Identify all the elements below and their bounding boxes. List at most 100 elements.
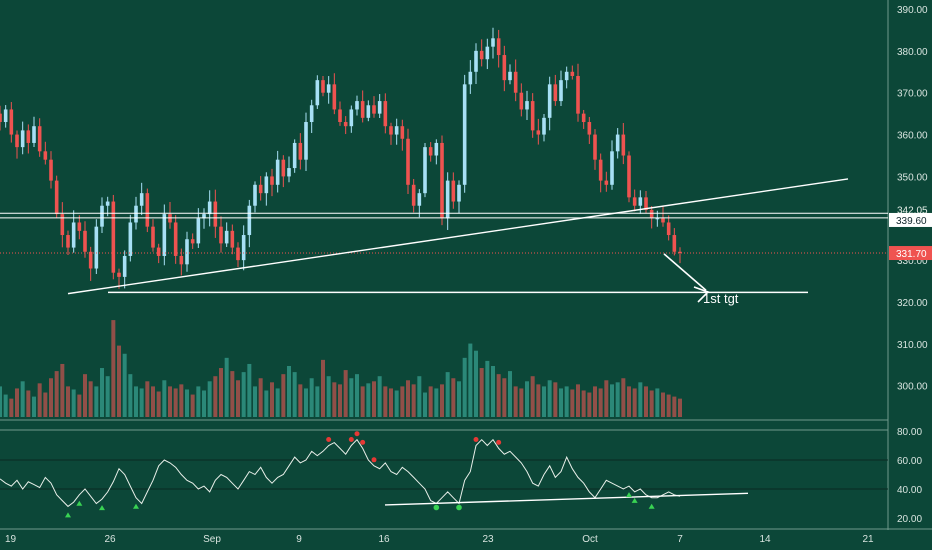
- drawing-overlays: [0, 178, 888, 303]
- candle-body: [15, 134, 19, 148]
- volume-bar: [298, 384, 303, 417]
- time-tick-label: 23: [482, 534, 494, 545]
- target-arrowhead: [693, 286, 710, 303]
- volume-bar: [389, 388, 393, 417]
- candle-body: [372, 105, 376, 114]
- candle-body: [593, 134, 597, 160]
- candle-body: [241, 235, 246, 261]
- candle-body: [491, 38, 495, 47]
- volume-bar: [111, 320, 116, 417]
- volume-bar: [496, 374, 501, 417]
- candle-body: [270, 176, 274, 185]
- candle-body: [389, 126, 393, 135]
- volume-bar: [196, 386, 201, 417]
- volume-bar: [20, 381, 25, 417]
- candle-body: [71, 222, 76, 248]
- volume-bar: [434, 388, 439, 417]
- volume-bar: [559, 388, 563, 417]
- volume-bar: [377, 376, 382, 417]
- buy-signal-triangle: [626, 492, 632, 498]
- candle-body: [508, 71, 512, 81]
- buy-signal-dot: [433, 504, 440, 511]
- volume-bar: [411, 384, 416, 417]
- candle-body: [343, 122, 348, 127]
- volume-bar: [672, 396, 677, 417]
- candle-body: [304, 122, 308, 160]
- candle-body: [105, 201, 110, 206]
- volume-bar: [281, 374, 286, 417]
- volume-bar: [60, 363, 65, 417]
- volume-bar: [570, 389, 575, 417]
- volume-bar: [525, 381, 529, 417]
- rising-trendline: [67, 178, 849, 295]
- candle-body: [3, 109, 8, 123]
- candle-body: [604, 180, 609, 185]
- candle-body: [355, 101, 359, 110]
- volume-bar: [3, 394, 8, 417]
- candle-body: [66, 235, 70, 248]
- candle-body: [287, 168, 291, 177]
- volume-bar: [394, 390, 399, 417]
- time-tick-label: Sep: [203, 534, 221, 545]
- candle-body: [338, 109, 342, 123]
- time-tick-label: 19: [5, 534, 17, 545]
- volume-bar: [479, 368, 484, 417]
- candle-body: [394, 126, 399, 135]
- volume-bar: [26, 390, 31, 417]
- candle-body: [434, 142, 439, 156]
- volume-bar: [185, 389, 189, 417]
- candle-body: [309, 105, 314, 123]
- time-tick-label: 16: [378, 534, 390, 545]
- volume-bar: [253, 386, 257, 417]
- volume-bar: [400, 386, 405, 417]
- volume-bar: [457, 381, 461, 417]
- sell-signal-dot: [496, 439, 502, 445]
- candle-body: [513, 71, 518, 93]
- volume-bar: [168, 386, 172, 417]
- time-tick-label: 7: [677, 534, 683, 545]
- candle-body: [502, 55, 507, 81]
- price-label: 342.05: [897, 206, 928, 217]
- candle-body: [644, 197, 648, 210]
- volume-bar: [536, 384, 541, 417]
- buy-signal-triangle: [133, 503, 139, 509]
- price-tick-label: 350.00: [897, 172, 928, 183]
- volume-bar: [247, 363, 252, 417]
- candle-body: [37, 126, 42, 152]
- volume-bar: [576, 384, 580, 417]
- candle-body: [258, 184, 263, 194]
- volume-bar: [474, 350, 478, 417]
- volume-bar: [128, 374, 133, 417]
- candle-body: [536, 130, 541, 135]
- candle-body: [332, 84, 337, 110]
- oscillator-line: [0, 438, 681, 508]
- candle-body: [156, 247, 161, 256]
- buy-signal-triangle: [99, 505, 105, 511]
- volume-bar: [258, 378, 263, 417]
- volume-bar: [632, 388, 637, 417]
- volume-bar: [547, 380, 552, 417]
- candle-body: [224, 230, 229, 244]
- candle-body: [60, 214, 65, 236]
- volume-bar: [37, 383, 42, 417]
- volume-bar: [627, 386, 631, 417]
- volume-bar: [145, 381, 150, 417]
- sell-signal-dot: [348, 437, 354, 442]
- volume-bar: [615, 382, 620, 417]
- volume-bar: [326, 376, 331, 417]
- buy-signal-dot: [456, 504, 462, 511]
- volume-bar: [236, 380, 240, 417]
- candle-body: [321, 80, 325, 93]
- volume-bar: [77, 394, 82, 417]
- candle-body: [638, 197, 643, 206]
- volume-bar: [292, 372, 297, 417]
- volume-bar: [202, 390, 206, 417]
- volume-bar: [88, 381, 93, 417]
- time-tick-label: 26: [104, 534, 116, 545]
- candle-body: [474, 50, 478, 72]
- target-arrow-shaft: [663, 253, 707, 291]
- candle-body: [111, 201, 116, 273]
- volume-bar: [587, 392, 592, 417]
- volume-bar: [315, 386, 320, 417]
